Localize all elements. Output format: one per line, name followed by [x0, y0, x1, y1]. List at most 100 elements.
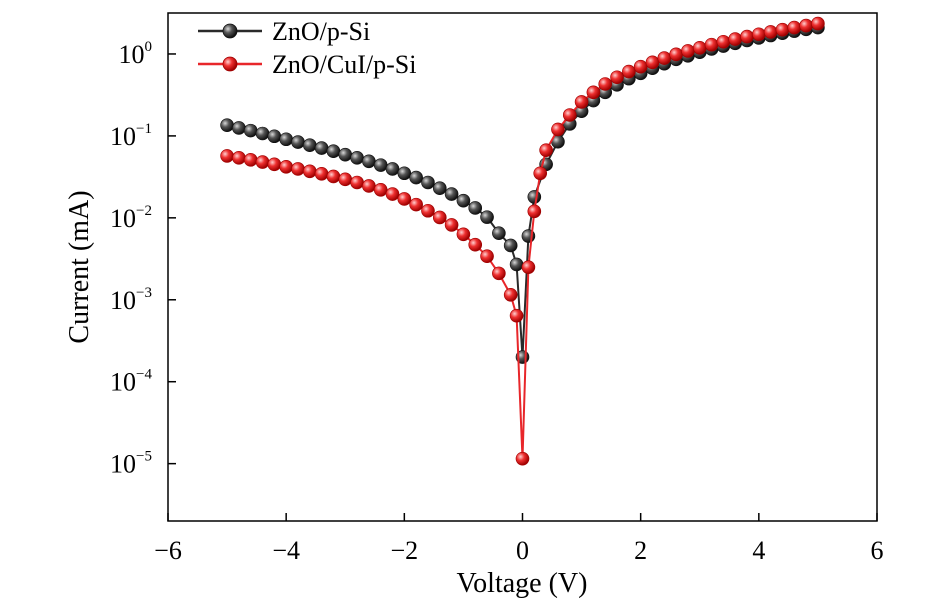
y-tick-label: 10−1 [110, 121, 152, 151]
data-point [232, 121, 246, 135]
data-point [527, 190, 542, 204]
data-point [373, 158, 388, 172]
data-point [598, 77, 613, 91]
data-point [811, 16, 825, 31]
y-tick-label: 10−4 [110, 367, 152, 397]
data-point [362, 154, 376, 169]
y-tick-exponent: −2 [136, 203, 152, 219]
y-tick-base: 10 [119, 40, 145, 69]
series-zno-cui-psi [220, 16, 825, 466]
data-point [456, 227, 471, 242]
y-tick-exponent: −5 [136, 449, 152, 465]
y-tick-label: 10−5 [110, 449, 152, 479]
data-point [220, 118, 234, 133]
data-point [432, 181, 447, 195]
data-point [456, 193, 471, 208]
legend-label-zno-cui-psi: ZnO/CuI/p-Si [272, 50, 416, 79]
data-point [220, 149, 234, 163]
y-tick-label: 100 [119, 39, 153, 69]
data-point [291, 162, 305, 176]
data-point [338, 172, 353, 187]
data-point [243, 123, 258, 138]
data-point [533, 166, 548, 181]
y-tick-exponent: −1 [136, 121, 152, 137]
data-point [243, 153, 258, 167]
data-point [444, 218, 459, 232]
data-point [521, 260, 536, 274]
data-point [681, 44, 695, 58]
y-axis-label: Current (mA) [64, 190, 95, 343]
data-point [752, 27, 766, 42]
data-point [444, 187, 459, 201]
data-point [232, 151, 246, 165]
data-point [255, 155, 270, 169]
x-tick-label: 2 [634, 536, 647, 565]
data-point [551, 122, 565, 137]
y-tick-exponent: −4 [136, 367, 152, 383]
data-point [421, 203, 435, 218]
data-point [728, 32, 743, 46]
x-tick-label: 6 [871, 536, 884, 565]
data-point [350, 175, 364, 190]
data-point [539, 143, 553, 157]
data-point [692, 40, 707, 55]
data-point [633, 59, 648, 74]
y-tick-base: 10 [110, 204, 136, 233]
data-point [622, 64, 636, 79]
data-point [492, 226, 506, 240]
data-point [763, 25, 778, 39]
x-tick-label: −6 [154, 536, 182, 565]
data-point [645, 55, 660, 70]
data-point [302, 138, 317, 152]
y-tick-base: 10 [110, 122, 136, 151]
data-point [515, 451, 530, 466]
x-axis-label: Voltage (V) [457, 568, 588, 599]
data-point [326, 169, 341, 184]
series-line [226, 22, 819, 459]
x-tick-label: 0 [516, 536, 529, 565]
legend-label-zno-psi: ZnO/p-Si [272, 17, 370, 46]
data-point [480, 249, 494, 264]
data-point [657, 51, 672, 65]
data-point [775, 22, 790, 37]
data-point [385, 187, 400, 201]
y-tick-exponent: −3 [136, 285, 152, 301]
y-tick-label: 10−3 [110, 285, 152, 315]
x-tick-label: −4 [272, 536, 300, 565]
data-point [669, 47, 683, 62]
data-point [492, 266, 506, 281]
data-point [799, 18, 813, 33]
series-layer [220, 16, 825, 466]
data-point [409, 197, 423, 212]
data-point [338, 147, 353, 162]
data-point [279, 159, 293, 174]
data-point [574, 95, 589, 109]
legend: ZnO/p-Si ZnO/CuI/p-Si [198, 17, 416, 79]
data-point [527, 204, 542, 219]
y-tick-base: 10 [110, 368, 136, 397]
data-point [291, 135, 305, 149]
data-point [314, 141, 329, 155]
y-tick-exponent: 0 [145, 39, 153, 55]
data-point [716, 34, 731, 49]
data-point [362, 179, 376, 193]
data-point [302, 164, 317, 179]
data-point [385, 162, 400, 176]
y-tick-base: 10 [110, 286, 136, 315]
data-point [586, 85, 601, 100]
data-point [267, 157, 282, 172]
data-point [397, 192, 412, 206]
x-tick-label: 4 [752, 536, 765, 565]
data-point [468, 237, 483, 252]
data-point [503, 238, 518, 253]
y-tick-base: 10 [110, 450, 136, 479]
data-point [255, 126, 270, 141]
data-point [562, 108, 577, 122]
data-point [326, 144, 341, 159]
data-point [267, 129, 282, 144]
data-point [432, 210, 447, 225]
data-point [480, 210, 494, 224]
data-point [787, 20, 802, 35]
